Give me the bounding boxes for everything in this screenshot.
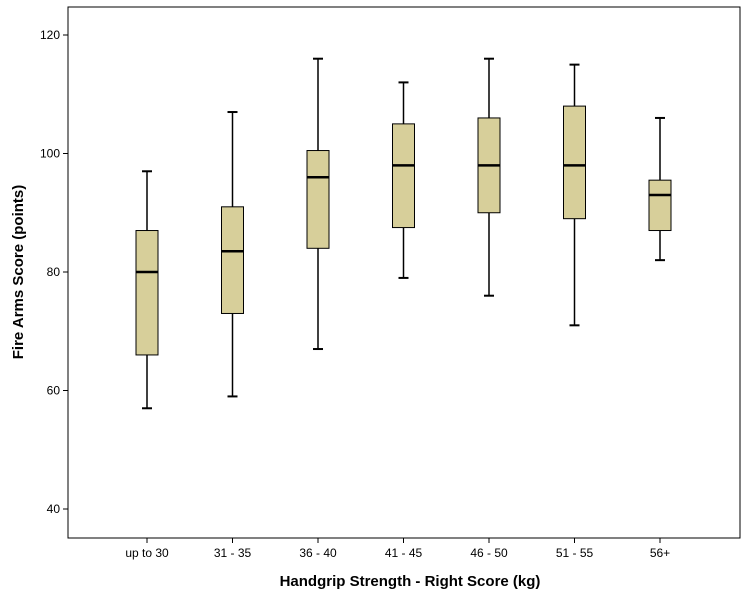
x-tick-label: 36 - 40 <box>299 546 337 560</box>
box-series <box>135 57 672 410</box>
y-tick-label: 80 <box>47 265 61 279</box>
box-group <box>221 111 244 398</box>
box-group <box>135 170 159 410</box>
x-axis-title: Handgrip Strength - Right Score (kg) <box>280 573 541 590</box>
iqr-box <box>392 123 415 229</box>
x-tick-label: 56+ <box>650 546 670 560</box>
y-axis: 40 60 80 100 120 <box>40 28 68 516</box>
y-tick-label: 60 <box>47 384 61 398</box>
y-tick-label: 120 <box>40 28 60 42</box>
iqr-box <box>648 179 672 232</box>
y-tick-label: 100 <box>40 147 60 161</box>
iqr-box <box>306 150 330 249</box>
box-group <box>648 116 672 262</box>
iqr-box <box>563 105 586 220</box>
y-axis-title: Fire Arms Score (points) <box>10 185 27 359</box>
box-group <box>477 57 501 297</box>
x-axis: up to 30 31 - 35 36 - 40 41 - 45 46 - 50 51 -… <box>125 538 670 560</box>
box-group <box>392 81 415 279</box>
iqr-box <box>221 206 244 314</box>
iqr-box <box>135 230 159 356</box>
box-group <box>306 57 330 351</box>
x-tick-label: up to 30 <box>125 546 169 560</box>
x-tick-label: 31 - 35 <box>214 546 252 560</box>
x-tick-label: 46 - 50 <box>470 546 508 560</box>
y-tick-label: 40 <box>47 502 61 516</box>
x-tick-label: 41 - 45 <box>385 546 423 560</box>
box-group <box>563 63 586 327</box>
x-tick-label: 51 - 55 <box>556 546 594 560</box>
